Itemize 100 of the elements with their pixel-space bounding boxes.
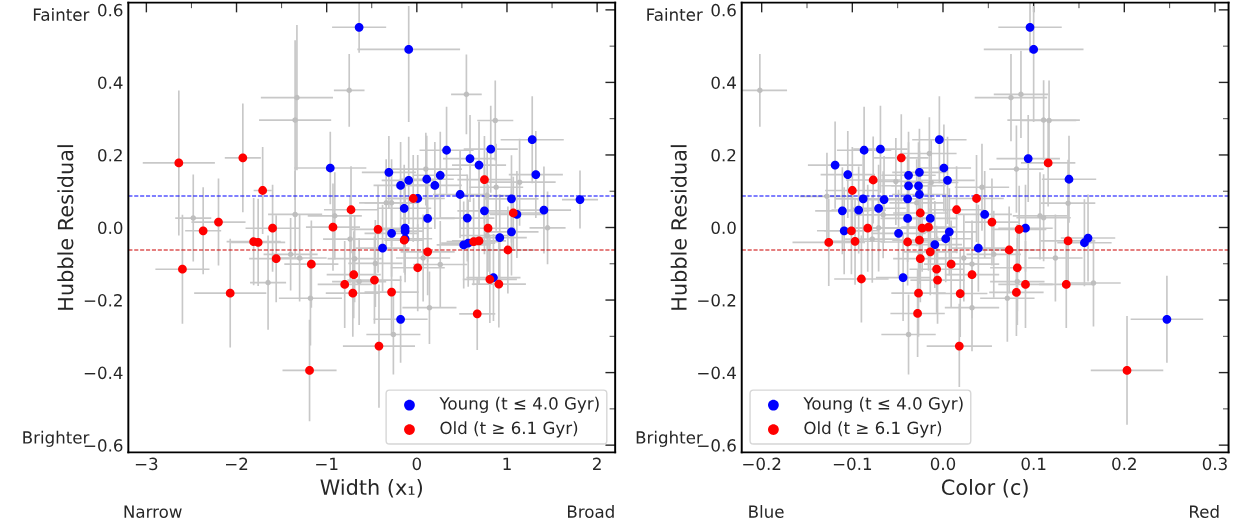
point — [1012, 288, 1021, 297]
point — [880, 212, 886, 218]
point — [898, 273, 908, 282]
point — [516, 179, 523, 185]
legend-label: Old (t ≥ 6.1 Gyr) — [440, 421, 578, 438]
point — [939, 163, 949, 173]
point — [348, 288, 358, 298]
point — [214, 217, 223, 227]
point — [455, 190, 465, 199]
point — [932, 264, 942, 274]
y-tick-label: 0.0 — [98, 221, 123, 235]
point — [472, 309, 482, 319]
point — [941, 234, 951, 244]
point — [305, 366, 314, 375]
point — [946, 259, 956, 269]
point — [1004, 295, 1011, 302]
point — [1004, 245, 1014, 255]
point — [484, 232, 490, 239]
point — [463, 91, 470, 98]
point — [915, 254, 925, 264]
point — [325, 163, 335, 173]
point — [1013, 166, 1020, 172]
point — [544, 225, 551, 231]
point — [265, 279, 271, 286]
point — [933, 275, 942, 285]
point — [430, 181, 440, 190]
point — [347, 236, 353, 242]
text: Blue — [749, 505, 784, 518]
point — [1012, 263, 1022, 273]
point — [268, 223, 277, 233]
point — [847, 186, 857, 195]
point — [332, 213, 338, 219]
point — [954, 341, 964, 351]
point — [824, 193, 830, 200]
point — [484, 192, 490, 199]
x-tick-label: 0 — [412, 457, 422, 471]
point — [876, 144, 885, 154]
point — [1008, 94, 1014, 101]
point — [494, 279, 504, 289]
point — [857, 274, 866, 284]
point — [292, 117, 298, 123]
text: Broad — [568, 505, 614, 518]
point — [1023, 154, 1033, 163]
point — [372, 260, 379, 267]
x-tick-label: 0.1 — [1021, 457, 1046, 471]
point — [480, 175, 489, 185]
point — [903, 237, 913, 247]
point — [396, 181, 405, 190]
point — [531, 170, 541, 179]
point — [969, 261, 975, 267]
x-tick-label: 2 — [593, 457, 601, 470]
point — [346, 87, 352, 94]
point — [990, 251, 997, 258]
point — [934, 135, 944, 145]
point — [1162, 314, 1172, 324]
point — [404, 175, 414, 185]
point — [370, 275, 379, 285]
point — [503, 245, 513, 255]
point — [830, 160, 840, 170]
point — [915, 208, 925, 218]
point — [408, 194, 418, 203]
point — [952, 205, 961, 215]
text: Red — [1190, 505, 1219, 518]
point — [190, 215, 197, 221]
point — [914, 288, 923, 298]
point — [1025, 22, 1035, 32]
text: Fainter — [33, 8, 90, 21]
point — [174, 158, 184, 168]
y-tick-label: 0.6 — [98, 3, 123, 17]
point — [1063, 236, 1073, 246]
point — [1040, 214, 1047, 221]
point — [859, 145, 869, 155]
point — [387, 228, 396, 238]
point — [1021, 280, 1030, 289]
point — [863, 223, 873, 233]
point — [1122, 366, 1132, 375]
point — [420, 255, 426, 261]
x-tick-label: −0.2 — [743, 457, 781, 471]
point — [973, 243, 983, 253]
point — [925, 214, 935, 223]
point — [378, 243, 387, 253]
point — [874, 203, 884, 213]
point — [837, 206, 847, 216]
point — [843, 170, 853, 179]
point — [495, 233, 505, 243]
point — [483, 223, 493, 233]
point — [340, 280, 350, 289]
point — [894, 228, 903, 238]
y-tick-label: −0.2 — [698, 294, 736, 307]
point — [271, 254, 281, 264]
point — [351, 255, 358, 262]
point — [287, 251, 294, 258]
point — [493, 184, 499, 191]
point — [943, 175, 952, 185]
point — [384, 167, 394, 177]
point — [387, 287, 396, 297]
point — [980, 210, 990, 219]
point — [987, 217, 997, 227]
point — [437, 261, 444, 268]
point — [904, 181, 913, 191]
